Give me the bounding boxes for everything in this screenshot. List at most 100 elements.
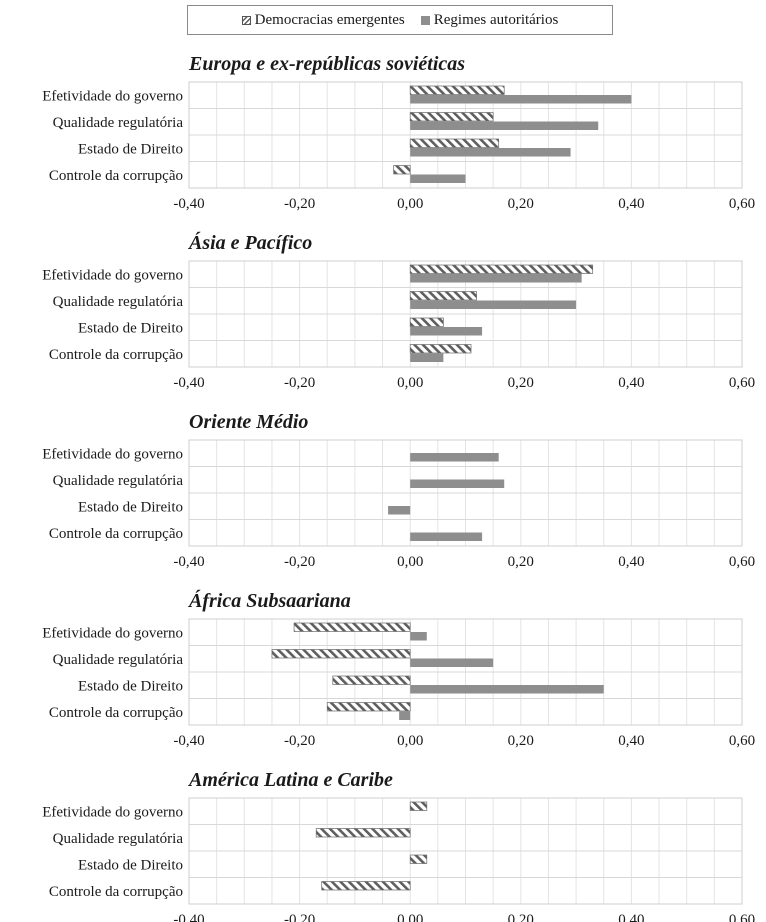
plot-area <box>188 797 743 905</box>
tick-label: 0,60 <box>729 196 755 212</box>
category-label: Controle da corrupção <box>49 347 183 363</box>
legend-label-regimes: Regimes autoritários <box>433 11 559 28</box>
tick-label: -0,20 <box>284 375 315 391</box>
legend-swatch-hatched <box>241 15 251 25</box>
chart-title: Ásia e Pacífico <box>187 231 312 254</box>
tick-label: 0,20 <box>508 733 534 749</box>
tick-label: -0,40 <box>173 554 204 570</box>
category-label: Qualidade regulatória <box>53 294 184 310</box>
bar-democracias <box>315 828 411 838</box>
tick-label: 0,20 <box>508 912 534 922</box>
legend-label-democracias: Democracias emergentes <box>254 11 405 28</box>
tick-label: 0,40 <box>618 733 644 749</box>
plot-area <box>188 439 743 547</box>
bar-democracias <box>409 317 444 327</box>
tick-label: -0,40 <box>173 733 204 749</box>
tick-label: 0,40 <box>618 196 644 212</box>
chart-panel-3: Oriente Médio Efetividade do governo Quali… <box>42 411 755 570</box>
bar-regimes <box>410 632 427 641</box>
bar-democracias <box>409 291 477 301</box>
tick-label: -0,20 <box>284 733 315 749</box>
category-label: Efetividade do governo <box>42 804 183 820</box>
bar-regimes <box>388 506 411 515</box>
bar-regimes <box>410 327 483 336</box>
category-label: Estado de Direito <box>78 678 183 694</box>
tick-label: -0,40 <box>173 375 204 391</box>
bar-democracias <box>409 854 428 864</box>
category-label: Controle da corrupção <box>49 705 183 721</box>
legend-item-regimes: Regimes autoritários <box>420 11 559 29</box>
bar-regimes <box>410 148 571 157</box>
bar-regimes <box>410 685 604 694</box>
bar-regimes <box>410 174 466 183</box>
plot-area <box>188 260 743 368</box>
bar-regimes <box>410 353 444 362</box>
tick-label: 0,60 <box>729 912 755 922</box>
tick-label: 0,00 <box>397 554 423 570</box>
bar-democracias <box>409 344 472 354</box>
plot-area <box>188 81 743 189</box>
category-label: Efetividade do governo <box>42 88 183 104</box>
category-label: Efetividade do governo <box>42 267 183 283</box>
tick-label: 0,60 <box>729 554 755 570</box>
tick-label: 0,20 <box>508 554 534 570</box>
bar-democracias <box>321 881 411 891</box>
category-label: Controle da corrupção <box>49 884 183 900</box>
tick-label: 0,00 <box>397 912 423 922</box>
category-label: Efetividade do governo <box>42 446 183 462</box>
category-label: Estado de Direito <box>78 141 183 157</box>
tick-label: 0,60 <box>729 733 755 749</box>
bar-regimes <box>410 453 499 462</box>
category-label: Qualidade regulatória <box>53 831 184 847</box>
bar-regimes <box>410 479 505 488</box>
category-label: Qualidade regulatória <box>53 652 184 668</box>
tick-label: 0,40 <box>618 912 644 922</box>
bar-democracias <box>293 622 411 632</box>
bar-democracias <box>271 649 411 659</box>
tick-label: 0,40 <box>618 375 644 391</box>
tick-label: -0,40 <box>173 912 204 922</box>
bar-regimes <box>410 532 483 541</box>
tick-label: 0,00 <box>397 375 423 391</box>
tick-label: 0,40 <box>618 554 644 570</box>
bar-democracias <box>393 165 411 175</box>
tick-label: -0,40 <box>173 196 204 212</box>
bar-democracias <box>409 85 505 95</box>
category-label: Qualidade regulatória <box>53 115 184 131</box>
tick-label: -0,20 <box>284 912 315 922</box>
bar-regimes <box>410 121 599 130</box>
tick-label: -0,20 <box>284 554 315 570</box>
bar-democracias <box>409 138 500 148</box>
tick-label: 0,00 <box>397 196 423 212</box>
bar-democracias <box>409 801 428 811</box>
chart-title: África Subsaariana <box>187 589 351 612</box>
chart-title: Europa e ex-repúblicas soviéticas <box>188 53 465 75</box>
legend-swatch-solid <box>420 15 430 25</box>
bar-democracias <box>332 675 411 685</box>
category-label: Estado de Direito <box>78 320 183 336</box>
category-label: Efetividade do governo <box>42 625 183 641</box>
bar-democracias <box>409 264 594 274</box>
bar-regimes <box>410 95 632 104</box>
tick-label: 0,20 <box>508 375 534 391</box>
tick-label: 0,60 <box>729 375 755 391</box>
bar-regimes <box>410 300 577 309</box>
legend-item-democracias: Democracias emergentes <box>241 11 405 29</box>
chart-panel-1: Europa e ex-repúblicas soviéticas Efetivi… <box>42 53 755 212</box>
category-label: Controle da corrupção <box>49 526 183 542</box>
tick-label: -0,20 <box>284 196 315 212</box>
bar-regimes <box>399 711 411 720</box>
chart-title: Oriente Médio <box>189 411 308 433</box>
category-label: Controle da corrupção <box>49 168 183 184</box>
bar-regimes <box>410 658 494 667</box>
bar-democracias <box>326 702 411 712</box>
bar-regimes <box>410 274 582 283</box>
tick-label: 0,00 <box>397 733 423 749</box>
category-label: Estado de Direito <box>78 857 183 873</box>
bar-democracias <box>409 112 494 122</box>
plot-area <box>188 618 743 726</box>
